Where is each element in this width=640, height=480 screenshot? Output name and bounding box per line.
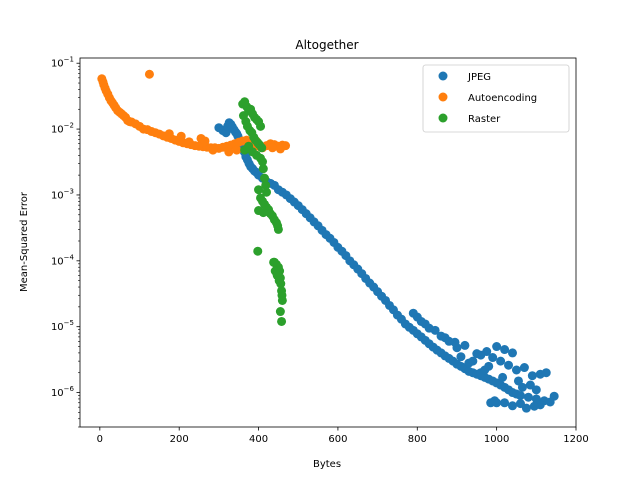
legend: JPEG Autoencoding Raster	[422, 64, 570, 133]
data-point-jpeg	[527, 371, 537, 381]
data-point-jpeg	[488, 353, 498, 363]
data-point-autoencoding	[144, 69, 154, 79]
data-point-jpeg	[460, 340, 470, 350]
data-point-raster	[275, 307, 285, 317]
data-point-jpeg	[523, 392, 533, 402]
legend-label: Raster	[468, 114, 501, 125]
data-point-jpeg	[504, 360, 514, 370]
x-tick-label: 1200	[563, 434, 588, 445]
data-point-raster	[258, 157, 268, 167]
data-point-jpeg	[508, 348, 518, 358]
legend-label: Autoencoding	[468, 93, 537, 104]
x-axis-label: Bytes	[313, 459, 341, 470]
data-point-jpeg	[500, 345, 510, 355]
data-point-raster	[258, 164, 268, 174]
data-point-jpeg	[408, 308, 418, 318]
data-point-autoencoding	[224, 147, 234, 157]
data-point-raster	[261, 180, 271, 190]
x-tick-label: 200	[170, 434, 189, 445]
y-axis-label: Mean-Squared Error	[19, 191, 30, 292]
data-point-autoencoding	[208, 145, 218, 155]
y-tick-label: 10−2	[51, 122, 74, 136]
data-point-jpeg	[515, 391, 525, 401]
data-point-raster	[277, 316, 287, 326]
data-point-autoencoding	[275, 144, 285, 154]
data-point-jpeg	[492, 342, 502, 352]
data-point-raster	[256, 121, 266, 131]
data-point-jpeg	[472, 349, 482, 359]
data-point-jpeg	[519, 363, 529, 373]
x-tick-label: 400	[249, 434, 268, 445]
data-point-autoencoding	[267, 143, 277, 153]
legend-box	[422, 64, 570, 133]
data-point-raster	[253, 246, 263, 256]
data-point-jpeg	[480, 365, 490, 375]
data-point-raster	[262, 187, 271, 197]
y-tick-label: 10−3	[51, 187, 74, 201]
data-point-jpeg	[464, 358, 474, 368]
legend-marker	[438, 92, 448, 102]
y-tick-label: 10−1	[51, 56, 74, 70]
data-point-raster	[254, 185, 264, 195]
y-tick-label: 10−5	[51, 319, 74, 333]
y-tick-label: 10−6	[51, 385, 75, 399]
data-point-jpeg	[515, 399, 525, 409]
data-point-autoencoding	[184, 137, 194, 147]
points-layer	[97, 69, 559, 413]
data-point-jpeg	[456, 352, 466, 362]
data-point-raster	[257, 143, 267, 153]
x-tick-label: 600	[328, 434, 347, 445]
data-point-autoencoding	[176, 131, 186, 141]
data-point-raster	[273, 224, 283, 234]
legend-label: JPEG	[467, 72, 491, 83]
data-point-jpeg	[496, 356, 506, 366]
x-tick-label: 0	[97, 434, 103, 445]
data-point-autoencoding	[164, 129, 174, 139]
data-point-jpeg	[545, 397, 555, 407]
data-point-autoencoding	[200, 136, 210, 146]
data-point-raster	[258, 208, 268, 218]
data-point-raster	[269, 257, 279, 267]
data-point-raster	[260, 173, 270, 183]
chart-title: Altogether	[295, 38, 358, 52]
x-tick-label: 1000	[484, 434, 509, 445]
data-point-raster	[277, 295, 287, 305]
data-point-jpeg	[529, 401, 539, 411]
data-point-jpeg	[508, 401, 518, 411]
data-point-jpeg	[517, 382, 527, 392]
plot-frame	[79, 57, 577, 428]
data-point-autoencoding	[232, 145, 242, 155]
data-point-jpeg	[498, 372, 508, 382]
data-point-jpeg	[500, 398, 510, 408]
y-tick-label: 10−4	[51, 253, 75, 267]
data-point-jpeg	[531, 385, 541, 395]
data-point-jpeg	[541, 368, 551, 378]
x-tick-label: 800	[408, 434, 427, 445]
data-point-raster	[274, 276, 284, 286]
axes-layer: 0 200 400 600 800 1000 1200 10−6 10−5 10−4 10−3 10−…	[51, 56, 589, 445]
data-point-jpeg	[490, 396, 500, 406]
data-point-jpeg	[436, 331, 446, 341]
legend-marker	[438, 113, 448, 123]
data-point-jpeg	[511, 365, 521, 375]
legend-marker	[438, 71, 448, 81]
